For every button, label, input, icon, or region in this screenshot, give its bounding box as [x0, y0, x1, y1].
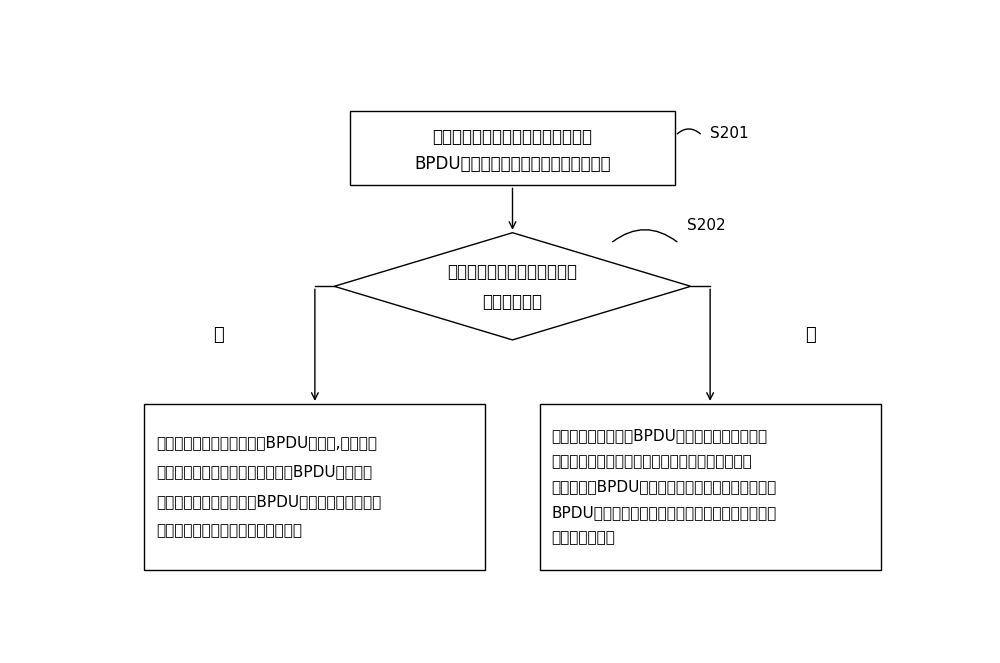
Text: 为所述指定端口生成BPDU报文时，将所述根端口: 为所述指定端口生成BPDU报文时，将所述根端口	[551, 428, 767, 443]
Text: BPDU报文的路径开销，再通过所述指定端口继续向: BPDU报文的路径开销，再通过所述指定端口继续向	[551, 505, 776, 520]
Text: 径开销值累加得到生成的BPDU报文的路径开销，再: 径开销值累加得到生成的BPDU报文的路径开销，再	[156, 494, 381, 509]
Text: 成员设备上？: 成员设备上？	[482, 292, 542, 311]
Text: S202: S202	[687, 217, 726, 233]
Text: S201: S201	[710, 126, 749, 141]
Text: 否: 否	[806, 326, 816, 344]
Text: 堆叠设备接收到上游桥协议数据单元: 堆叠设备接收到上游桥协议数据单元	[432, 128, 592, 147]
Text: 下游设备转发。: 下游设备转发。	[551, 530, 615, 545]
Polygon shape	[334, 233, 691, 340]
Text: 是: 是	[213, 326, 223, 344]
Bar	[350, 111, 675, 186]
Text: BPDU报文后，选定跟端口和指定端口。: BPDU报文后，选定跟端口和指定端口。	[414, 154, 611, 173]
Bar	[540, 404, 881, 570]
Text: 及所述上游BPDU报文中路径开销值相加得到生成的: 及所述上游BPDU报文中路径开销值相加得到生成的	[551, 479, 776, 494]
Text: 通过所述指定端口继续向下游转发。: 通过所述指定端口继续向下游转发。	[156, 524, 302, 538]
Text: 端口对应的路径开销值与所述上游BPDU报文中路: 端口对应的路径开销值与所述上游BPDU报文中路	[156, 464, 372, 479]
Bar	[144, 404, 485, 570]
Text: 根端口为所述指定端口生成BPDU报文时,将所述根: 根端口为所述指定端口生成BPDU报文时,将所述根	[156, 435, 377, 450]
Text: 对应的路径开销值与堆叠设备的内部路径开销值以: 对应的路径开销值与堆叠设备的内部路径开销值以	[551, 453, 752, 469]
Text: 指定端口与根端口是否在同一: 指定端口与根端口是否在同一	[448, 263, 578, 281]
